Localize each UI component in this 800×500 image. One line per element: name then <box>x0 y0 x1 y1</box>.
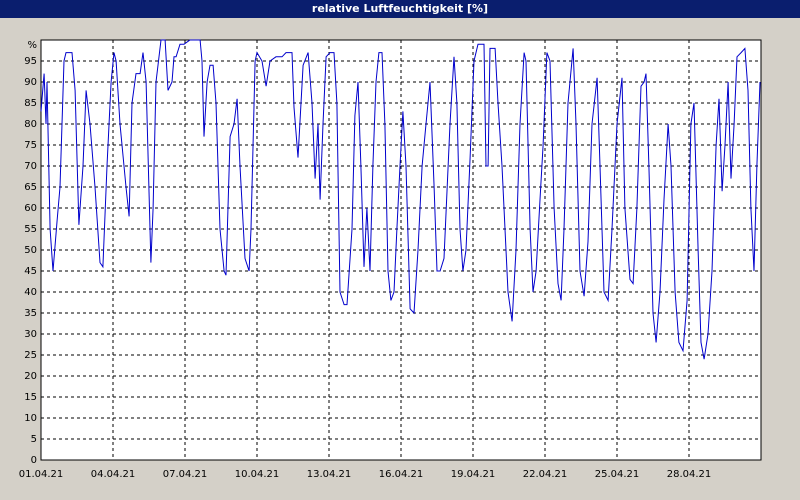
humidity-line <box>40 39 761 360</box>
x-tick-label: 28.04.21 <box>667 469 712 480</box>
y-tick-label: 75 <box>24 140 37 151</box>
x-tick-label: 13.04.21 <box>307 469 352 480</box>
y-tick-label: 30 <box>24 329 37 340</box>
y-tick-label: 20 <box>24 371 37 382</box>
y-tick-label: 70 <box>24 161 37 172</box>
y-tick-label: 65 <box>24 182 37 193</box>
x-tick-label: 01.04.21 <box>19 469 64 480</box>
y-tick-label: 40 <box>24 287 37 298</box>
y-tick-label: 80 <box>24 119 37 130</box>
y-tick-label: 55 <box>24 224 37 235</box>
x-tick-label: 04.04.21 <box>91 469 136 480</box>
y-tick-label: 50 <box>24 245 37 256</box>
y-tick-label: 5 <box>31 434 37 445</box>
y-tick-label: 60 <box>24 203 37 214</box>
y-tick-label: % <box>27 40 37 51</box>
y-tick-label: 35 <box>24 308 37 319</box>
chart-title: relative Luftfeuchtigkeit [%] <box>0 0 800 18</box>
x-tick-label: 10.04.21 <box>235 469 280 480</box>
x-tick-label: 16.04.21 <box>379 469 424 480</box>
y-tick-label: 85 <box>24 98 37 109</box>
y-tick-label: 25 <box>24 350 37 361</box>
x-tick-label: 22.04.21 <box>523 469 568 480</box>
x-tick-label: 19.04.21 <box>451 469 496 480</box>
y-tick-label: 90 <box>24 77 37 88</box>
y-tick-label: 15 <box>24 392 37 403</box>
y-tick-label: 10 <box>24 413 37 424</box>
y-tick-label: 95 <box>24 56 37 67</box>
x-tick-label: 07.04.21 <box>163 469 208 480</box>
y-tick-label: 45 <box>24 266 37 277</box>
y-tick-label: 0 <box>31 455 37 466</box>
x-tick-label: 25.04.21 <box>595 469 640 480</box>
